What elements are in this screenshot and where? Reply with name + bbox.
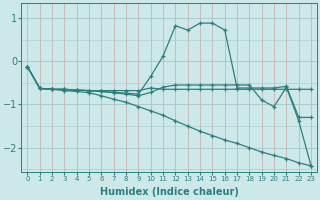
X-axis label: Humidex (Indice chaleur): Humidex (Indice chaleur) xyxy=(100,187,239,197)
